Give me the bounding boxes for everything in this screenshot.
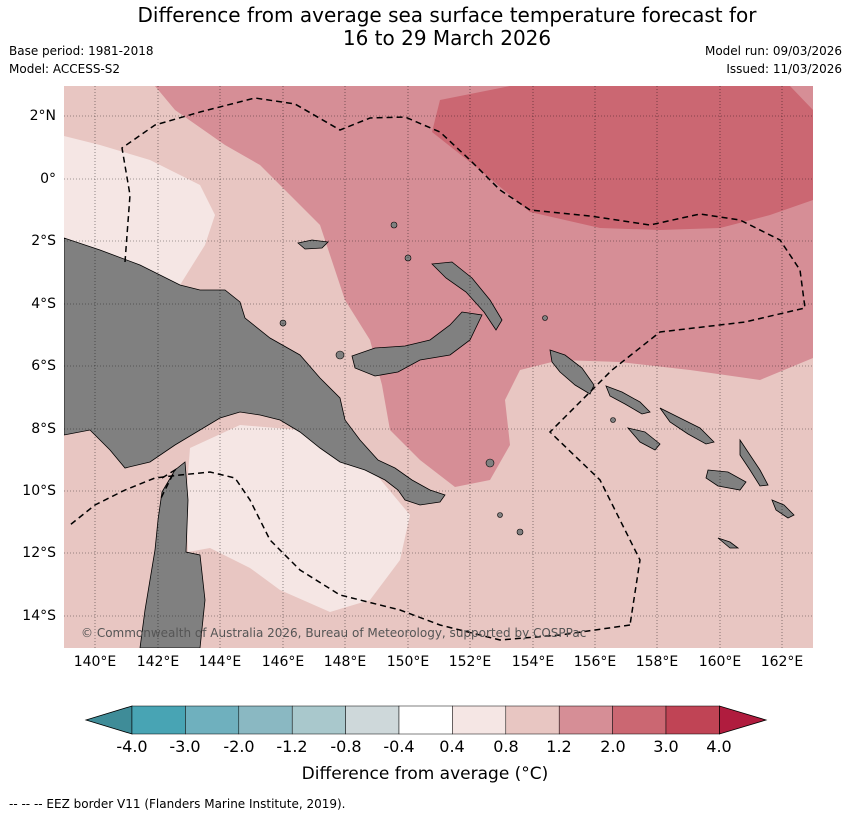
band-2.0-3.0 [432, 86, 813, 230]
lon-label: 142°E [136, 654, 180, 670]
title-line-2: 16 to 29 March 2026 [342, 26, 552, 50]
eez-legend-note: -- -- -- EEZ border V11 (Flanders Marine… [9, 797, 346, 811]
land-new-guinea [64, 237, 446, 506]
base-period: Base period: 1981-2018 [9, 44, 154, 58]
lat-label: 0° [40, 171, 56, 187]
colorbar-tick: -1.2 [276, 737, 308, 756]
small-island [610, 417, 616, 423]
colorbar-tick: 1.2 [546, 737, 572, 756]
map-title: Difference from average sea surface temp… [0, 4, 850, 50]
lon-label: 146°E [261, 654, 305, 670]
colorbar-segment [238, 705, 293, 735]
lon-label: 158°E [635, 654, 679, 670]
small-island [335, 350, 345, 360]
lon-label: 148°E [323, 654, 367, 670]
colorbar-segment [398, 705, 453, 735]
meta-right: Model run: 09/03/2026 Issued: 11/03/2026 [705, 42, 842, 78]
land-santa-isabel [659, 407, 715, 445]
eez-png-north [121, 97, 806, 626]
eez-torres-strait [159, 467, 177, 501]
lon-label: 160°E [698, 654, 742, 670]
colorbar-tick: -2.0 [223, 737, 255, 756]
land-malaita [739, 438, 769, 487]
land-rennell [717, 537, 740, 549]
colorbar-tick: -0.4 [383, 737, 415, 756]
land-bougainville [549, 349, 595, 395]
small-island [390, 221, 398, 229]
lon-label: 154°E [511, 654, 555, 670]
lon-label: 156°E [573, 654, 617, 670]
land-new-britain [351, 311, 483, 377]
colorbar-tick: 3.0 [653, 737, 679, 756]
lat-label: 2°S [31, 233, 56, 249]
lon-label: 140°E [73, 654, 117, 670]
lat-label: 2°N [29, 108, 56, 124]
land-choiseul [605, 385, 651, 415]
colorbar-segment [665, 705, 720, 735]
gridlines [64, 86, 813, 648]
colorbar-segment [131, 705, 186, 735]
colorbar-title: Difference from average (°C) [301, 764, 549, 784]
lat-label: 12°S [22, 545, 56, 561]
colorbar-tick: -4.0 [116, 737, 148, 756]
lon-label: 150°E [386, 654, 430, 670]
colorbar-tick: -3.0 [169, 737, 201, 756]
lat-label: 6°S [31, 358, 56, 374]
colorbar-tick: 0.4 [439, 737, 465, 756]
meta-left: Base period: 1981-2018 Model: ACCESS-S2 [9, 42, 154, 78]
title-line-1: Difference from average sea surface temp… [137, 3, 757, 27]
colorbar-segment [505, 705, 560, 735]
small-island [516, 528, 524, 536]
land-guadalcanal [705, 469, 747, 491]
small-island [497, 512, 503, 518]
lat-label: 8°S [31, 421, 56, 437]
map-fields [64, 86, 813, 648]
colorbar-segment [452, 705, 507, 735]
land-new-georgia [626, 427, 661, 451]
colorbar-tick: 0.8 [493, 737, 519, 756]
lat-label: 14°S [22, 608, 56, 624]
colorbar-high-extend [719, 705, 768, 735]
model-run: Model run: 09/03/2026 [704, 44, 842, 58]
issued-date: Issued: 11/03/2026 [726, 62, 842, 76]
land-new-ireland [431, 261, 503, 331]
lat-label: 4°S [31, 296, 56, 312]
band-0.4-0.8-south [186, 425, 410, 612]
copyright-notice: © Commonwealth of Australia 2026, Bureau… [81, 626, 587, 640]
colorbar-segment [345, 705, 400, 735]
colorbar-segment [185, 705, 240, 735]
colorbar-segment [612, 705, 667, 735]
land-manus [297, 239, 329, 250]
lat-label: 10°S [22, 483, 56, 499]
colorbar-tick: 2.0 [600, 737, 626, 756]
colorbar-segment [291, 705, 346, 735]
small-island [485, 458, 495, 468]
colorbar-segment [558, 705, 613, 735]
colorbar-low-extend [84, 705, 133, 735]
colorbar-tick: -0.8 [330, 737, 362, 756]
lon-label: 144°E [198, 654, 242, 670]
land-australia [139, 461, 206, 648]
colorbar-tick: 4.0 [706, 737, 732, 756]
lon-label: 162°E [760, 654, 804, 670]
land-makira [771, 499, 795, 519]
small-island [542, 315, 548, 321]
band-0.4-0.8-northwest [64, 136, 215, 285]
lon-label: 152°E [448, 654, 492, 670]
model-name: Model: ACCESS-S2 [9, 62, 121, 76]
